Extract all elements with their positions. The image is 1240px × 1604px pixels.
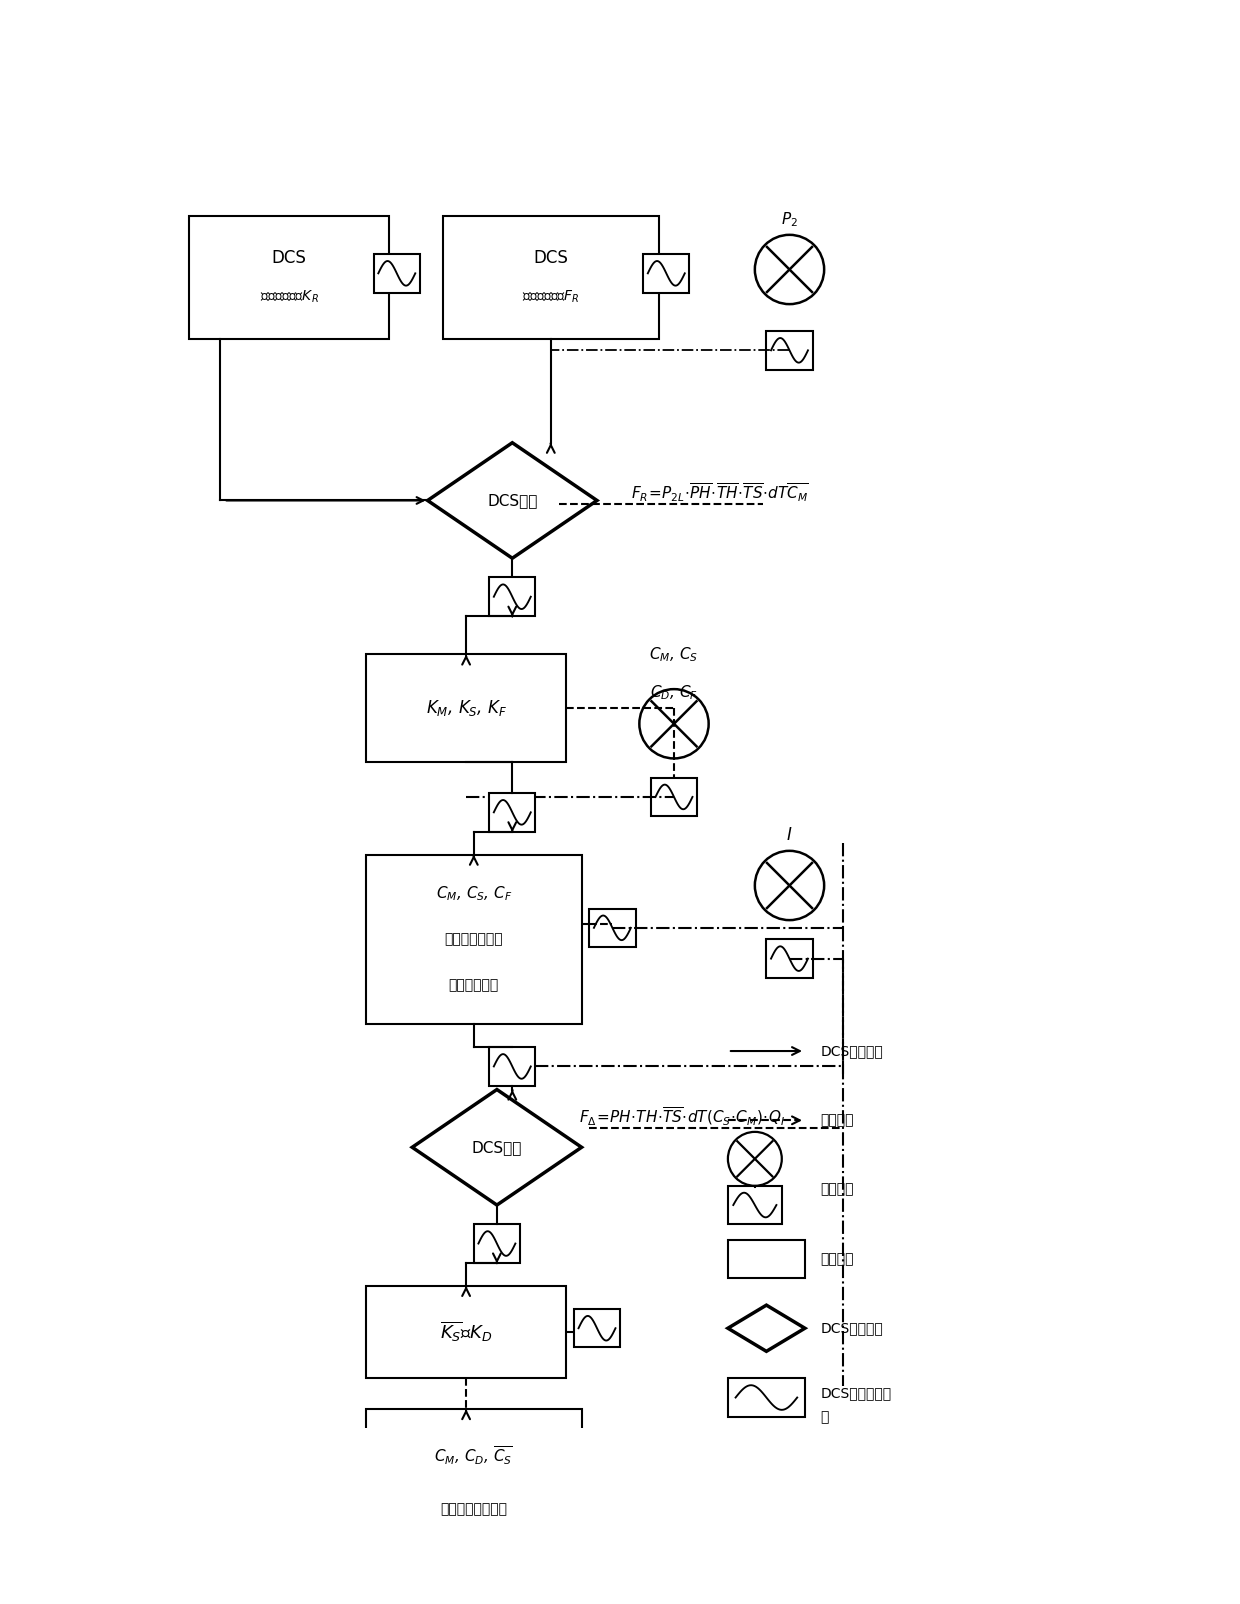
Text: DCS信号回路: DCS信号回路	[821, 1044, 883, 1059]
Text: 集: 集	[821, 1410, 828, 1424]
Text: DCS策略: DCS策略	[471, 1140, 522, 1155]
Polygon shape	[728, 1306, 805, 1351]
Bar	[728, 1378, 805, 1416]
Circle shape	[755, 234, 825, 305]
Circle shape	[728, 1132, 781, 1185]
Bar	[651, 778, 697, 816]
Text: DCS控制策略: DCS控制策略	[821, 1322, 883, 1335]
Bar	[589, 908, 635, 946]
Text: $P_2$: $P_2$	[781, 210, 797, 229]
Text: 画面启动信号$K_R$: 画面启动信号$K_R$	[259, 289, 319, 305]
Text: DCS: DCS	[272, 249, 306, 266]
Text: $C_D$, $C_F$: $C_D$, $C_F$	[650, 683, 698, 703]
Text: 冷却风扇启动: 冷却风扇启动	[449, 978, 498, 993]
Circle shape	[640, 690, 708, 759]
Text: 电气回路: 电气回路	[821, 1113, 854, 1128]
Text: $\overline{K_S}$、$K_D$: $\overline{K_S}$、$K_D$	[440, 1320, 492, 1344]
Bar	[366, 855, 582, 1023]
Text: DCS策略: DCS策略	[487, 492, 537, 508]
Text: DCS: DCS	[533, 249, 568, 266]
Bar	[490, 1047, 536, 1086]
Polygon shape	[428, 443, 596, 558]
Bar	[366, 1286, 567, 1378]
Bar	[490, 792, 536, 831]
Bar	[766, 940, 812, 978]
Polygon shape	[412, 1089, 582, 1205]
Text: $K_M$, $K_S$, $K_F$: $K_M$, $K_S$, $K_F$	[425, 698, 507, 719]
Bar	[373, 253, 420, 292]
Bar	[474, 1224, 520, 1262]
Circle shape	[755, 850, 825, 921]
Bar	[366, 654, 567, 762]
Text: $F_R\!=\!P_{2L}\!\cdot\!\overline{PH}\!\cdot\!\overline{TH}\!\cdot\!\overline{TS: $F_R\!=\!P_{2L}\!\cdot\!\overline{PH}\!\…	[631, 481, 810, 504]
Text: 联锁启动指令$F_R$: 联锁启动指令$F_R$	[522, 289, 579, 305]
Bar	[589, 1440, 635, 1479]
Text: 采集信号: 采集信号	[821, 1182, 854, 1197]
Text: 工艺设备: 工艺设备	[821, 1253, 854, 1266]
Bar	[366, 1408, 582, 1548]
Text: $C_M$, $C_S$: $C_M$, $C_S$	[650, 645, 698, 664]
Bar	[443, 215, 658, 338]
Text: $I$: $I$	[786, 826, 792, 844]
Text: $F_\Delta\!=\!PH\!\cdot\!TH\!\cdot\!\overline{TS}\!\cdot\!dT(C_S\!\cdot\!C_M)\!\: $F_\Delta\!=\!PH\!\cdot\!TH\!\cdot\!\ove…	[579, 1105, 785, 1128]
Bar	[574, 1309, 620, 1347]
Bar	[644, 253, 689, 292]
Bar	[188, 215, 389, 338]
Bar	[490, 577, 536, 616]
Text: 主电机星型启动: 主电机星型启动	[444, 932, 503, 946]
FancyBboxPatch shape	[389, 1578, 558, 1604]
Text: DCS历史数据采: DCS历史数据采	[821, 1387, 892, 1400]
Text: 主电机三角形启动: 主电机三角形启动	[440, 1503, 507, 1516]
Text: $C_M$, $C_D$, $\overline{C_S}$: $C_M$, $C_D$, $\overline{C_S}$	[434, 1444, 513, 1466]
Bar	[728, 1185, 781, 1224]
Bar	[766, 330, 812, 369]
Bar	[728, 1240, 805, 1278]
Text: $C_M$, $C_S$, $C_F$: $C_M$, $C_S$, $C_F$	[435, 884, 512, 903]
